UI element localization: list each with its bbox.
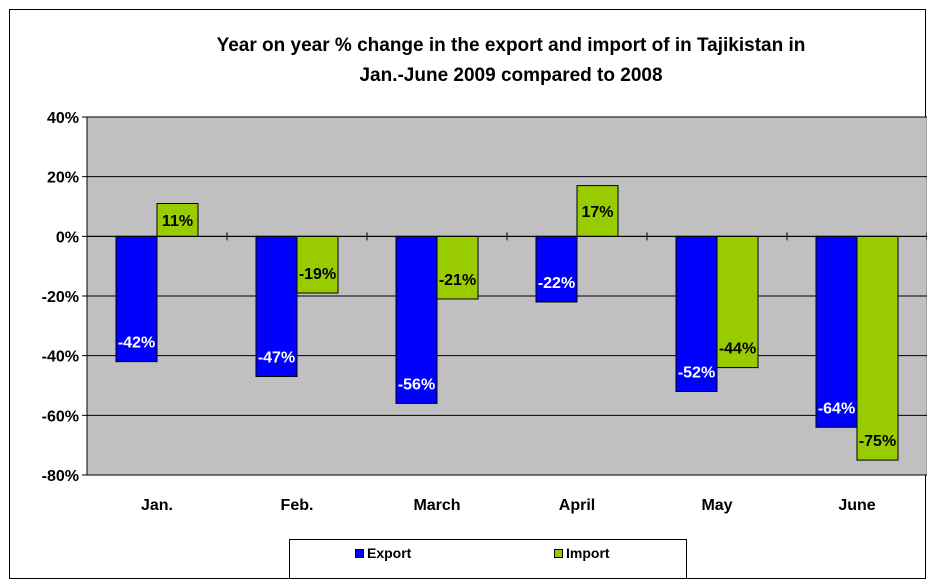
- x-category-label: Jan.: [141, 497, 173, 514]
- legend: Export Import: [289, 539, 687, 579]
- bar-import: [296, 235, 339, 294]
- data-label-import: 17%: [581, 204, 613, 221]
- y-tick-label: -20%: [42, 289, 79, 306]
- data-label-import: 11%: [162, 213, 193, 230]
- bar-import: [716, 235, 759, 369]
- x-category-label: April: [559, 497, 595, 514]
- chart-svg: Year on year % change in the export and …: [42, 35, 927, 514]
- data-label-export: -64%: [818, 400, 855, 417]
- y-tick-label: 0%: [56, 229, 79, 246]
- data-label-import: -44%: [719, 341, 756, 358]
- x-category-label: March: [413, 497, 460, 514]
- chart-title-line: Year on year % change in the export and …: [217, 35, 806, 56]
- data-label-export: -42%: [118, 335, 155, 352]
- x-category-label: May: [701, 497, 732, 514]
- data-label-import: -19%: [299, 266, 336, 283]
- data-label-export: -52%: [678, 364, 715, 381]
- data-label-export: -47%: [258, 350, 295, 367]
- bar-export: [675, 235, 718, 392]
- bar-export: [395, 235, 438, 404]
- legend-item-import: Import: [554, 545, 610, 561]
- y-tick-label: -60%: [42, 408, 79, 425]
- y-tick-label: -80%: [42, 468, 79, 485]
- data-label-import: -75%: [859, 433, 896, 450]
- y-tick-label: -40%: [42, 349, 79, 366]
- legend-label-export: Export: [367, 545, 412, 561]
- legend-item-export: Export: [355, 545, 411, 561]
- chart-frame: Year on year % change in the export and …: [9, 9, 927, 579]
- bar-import: [436, 235, 479, 300]
- legend-swatch-import: [554, 548, 563, 558]
- data-label-export: -22%: [538, 275, 575, 292]
- bar-export: [815, 235, 858, 428]
- data-label-export: -56%: [398, 376, 435, 393]
- bar-export: [255, 235, 298, 378]
- bar-import: [856, 235, 899, 461]
- x-category-label: June: [838, 497, 875, 514]
- legend-label-import: Import: [566, 545, 610, 561]
- x-category-label: Feb.: [281, 497, 314, 514]
- bar-import: [576, 185, 619, 237]
- y-tick-label: 40%: [47, 110, 79, 127]
- legend-swatch-export: [355, 548, 364, 558]
- data-label-import: -21%: [439, 272, 476, 289]
- chart-title-line: Jan.-June 2009 compared to 2008: [359, 65, 662, 86]
- bar-export: [535, 235, 578, 303]
- y-tick-label: 20%: [47, 170, 79, 187]
